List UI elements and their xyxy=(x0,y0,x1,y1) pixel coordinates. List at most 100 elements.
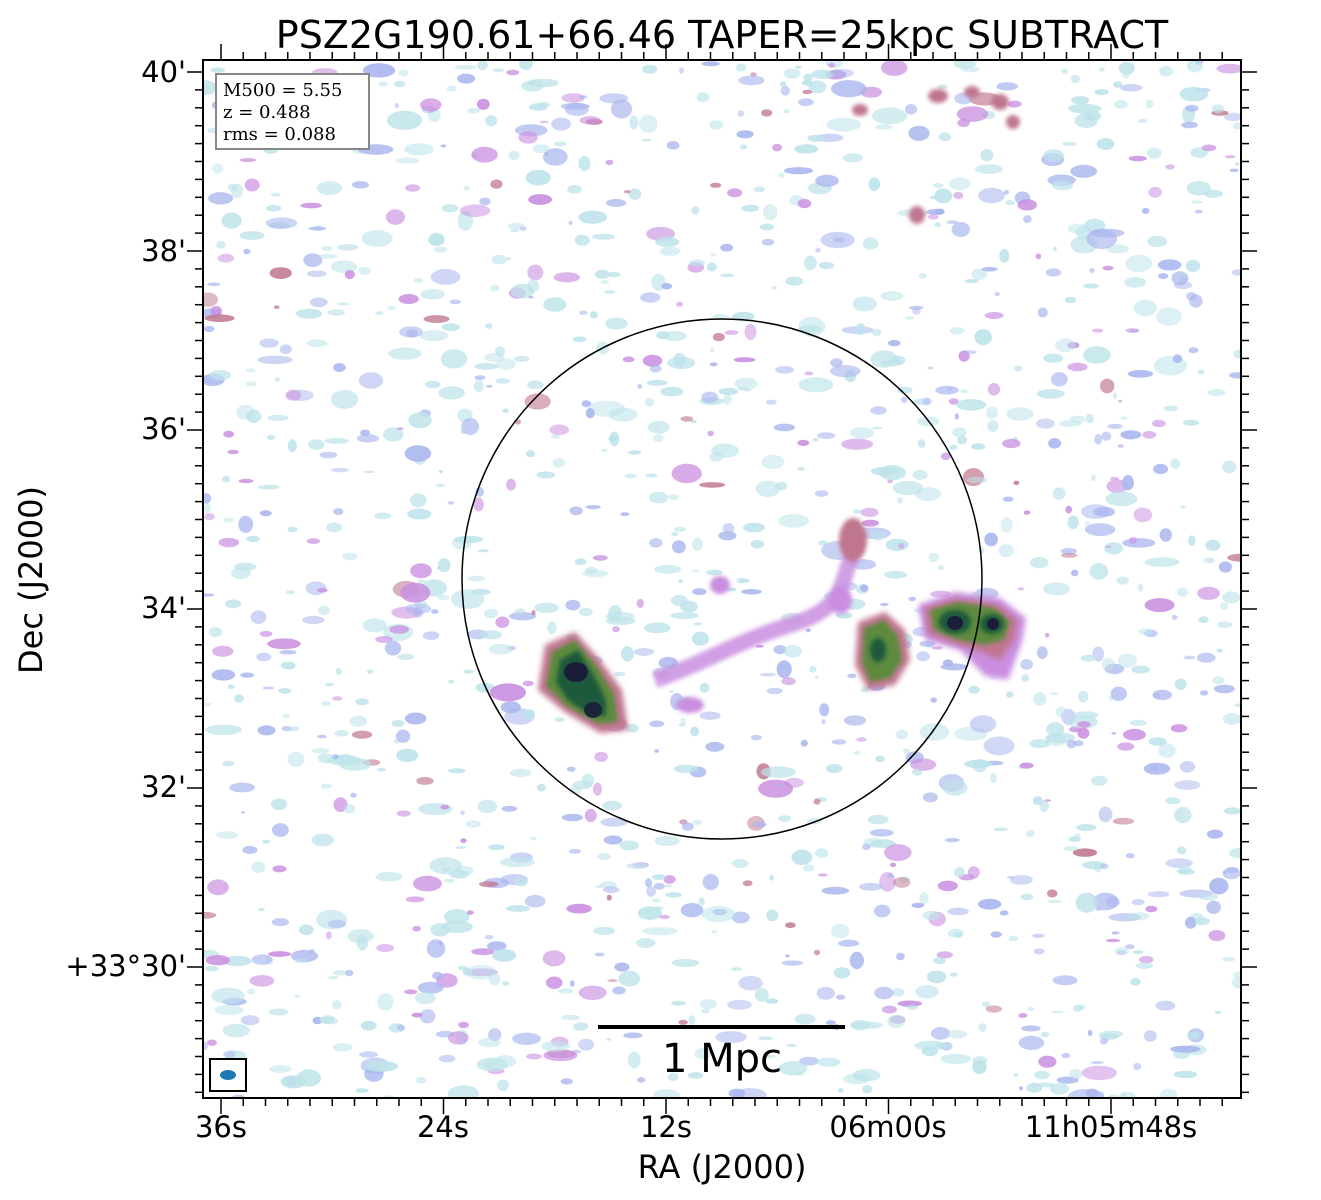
noise-blob xyxy=(362,63,396,78)
info-m500: M500 = 5.55 xyxy=(223,80,342,101)
noise-blob xyxy=(858,882,883,891)
noise-blob xyxy=(852,296,877,312)
noise-blob xyxy=(309,297,328,308)
noise-blob xyxy=(1121,1092,1127,1098)
noise-blob xyxy=(242,845,258,855)
noise-blob xyxy=(395,729,411,743)
noise-blob xyxy=(448,1031,469,1045)
noise-blob xyxy=(1006,691,1014,698)
noise-blob xyxy=(287,439,297,453)
y-tick-label: 34' xyxy=(141,591,186,625)
noise-blob xyxy=(212,645,234,657)
noise-blob xyxy=(222,760,235,767)
noise-blob xyxy=(860,507,879,517)
noise-blob xyxy=(524,894,546,908)
noise-blob xyxy=(821,718,826,725)
noise-blob xyxy=(744,323,757,341)
noise-blob xyxy=(1018,1013,1028,1018)
noise-blob xyxy=(456,846,466,849)
noise-blob xyxy=(537,102,551,107)
noise-blob xyxy=(829,68,854,78)
noise-blob xyxy=(687,1072,704,1079)
noise-blob xyxy=(1155,307,1182,326)
noise-blob xyxy=(692,588,707,596)
noise-blob xyxy=(1036,389,1065,399)
noise-blob xyxy=(366,669,374,674)
noise-blob xyxy=(693,622,702,626)
noise-blob xyxy=(1018,1035,1045,1050)
noise-blob xyxy=(440,144,447,148)
noise-blob xyxy=(359,1051,378,1058)
noise-blob xyxy=(797,98,814,107)
noise-blob xyxy=(320,783,332,789)
noise-blob xyxy=(397,653,415,661)
noise-blob xyxy=(214,1005,244,1015)
noise-blob xyxy=(785,276,804,286)
noise-blob xyxy=(1023,510,1031,515)
noise-blob xyxy=(1043,582,1070,596)
y-tick-label: +33°30' xyxy=(65,949,186,983)
noise-blob xyxy=(773,423,796,432)
noise-blob xyxy=(492,949,517,962)
noise-blob xyxy=(884,570,908,579)
noise-blob xyxy=(940,1053,972,1065)
noise-blob xyxy=(629,115,639,130)
noise-blob xyxy=(327,919,347,929)
noise-blob xyxy=(651,898,661,903)
noise-blob xyxy=(1125,254,1153,273)
noise-blob xyxy=(1026,830,1035,838)
noise-blob xyxy=(908,596,916,602)
noise-blob xyxy=(755,480,781,497)
noise-blob xyxy=(720,273,735,278)
noise-blob xyxy=(1122,475,1134,491)
noise-blob xyxy=(652,434,664,443)
noise-blob xyxy=(519,60,533,71)
noise-blob xyxy=(565,599,581,611)
noise-blob xyxy=(659,246,681,256)
noise-blob xyxy=(761,454,785,470)
noise-blob xyxy=(951,222,971,237)
noise-blob xyxy=(521,80,544,92)
noise-blob xyxy=(384,640,402,656)
noise-blob xyxy=(892,481,924,496)
noise-blob xyxy=(234,694,244,703)
noise-blob xyxy=(478,1038,501,1048)
noise-blob xyxy=(321,701,331,706)
noise-blob xyxy=(294,994,301,998)
noise-blob xyxy=(441,323,460,331)
noise-blob xyxy=(437,594,450,601)
noise-blob xyxy=(766,687,783,695)
noise-blob xyxy=(240,672,255,678)
noise-blob xyxy=(701,391,718,403)
noise-blob xyxy=(1185,916,1197,929)
noise-blob xyxy=(319,451,338,459)
noise-blob xyxy=(772,286,777,290)
noise-blob xyxy=(270,798,288,811)
noise-blob xyxy=(659,914,671,919)
noise-blob xyxy=(294,958,308,963)
noise-blob xyxy=(257,725,276,736)
noise-blob xyxy=(810,69,835,80)
noise-blob xyxy=(1180,505,1186,509)
noise-blob xyxy=(1094,433,1102,445)
noise-blob xyxy=(1145,99,1154,109)
noise-blob xyxy=(594,952,605,957)
noise-blob xyxy=(1171,614,1178,620)
noise-blob xyxy=(332,970,348,976)
noise-blob xyxy=(832,237,846,243)
noise-blob xyxy=(474,375,486,381)
noise-blob xyxy=(1090,1060,1104,1065)
noise-blob xyxy=(1125,328,1140,333)
beam-indicator xyxy=(209,1058,247,1092)
noise-blob xyxy=(349,715,368,727)
noise-blob xyxy=(215,831,239,839)
noise-blob xyxy=(207,1039,217,1046)
noise-blob xyxy=(966,476,988,484)
noise-blob xyxy=(360,1020,377,1031)
noise-blob xyxy=(1179,761,1196,773)
noise-blob xyxy=(852,1069,881,1082)
noise-blob xyxy=(244,178,260,192)
noise-blob xyxy=(1050,692,1059,696)
noise-blob xyxy=(485,115,498,127)
noise-blob xyxy=(916,651,930,662)
